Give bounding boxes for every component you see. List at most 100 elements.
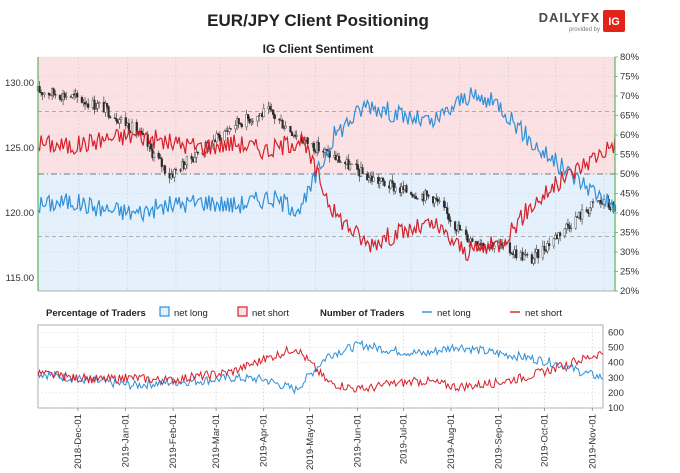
candle-body bbox=[163, 165, 167, 174]
percent-tick-label: 45% bbox=[620, 189, 640, 200]
candle-body bbox=[377, 177, 380, 184]
candle-body bbox=[152, 152, 156, 158]
candle-body bbox=[433, 197, 436, 204]
candle-body bbox=[193, 157, 196, 163]
candle-body bbox=[247, 114, 250, 120]
candle-body bbox=[43, 92, 46, 95]
candle-body bbox=[65, 96, 68, 98]
candle-body bbox=[559, 232, 562, 237]
candle-body bbox=[234, 125, 237, 130]
candle-body bbox=[410, 192, 413, 195]
candle-body bbox=[427, 194, 430, 197]
sentiment-panel: 115.00 120.00 125.00 130.00 20% 25% 30% 35% 40%… bbox=[5, 42, 640, 297]
dailyfx-logo: DAILYFX provided by IG bbox=[539, 10, 625, 33]
candle-body bbox=[109, 116, 112, 119]
candle-body bbox=[508, 242, 512, 253]
candle-body bbox=[566, 223, 570, 226]
date-tick-label: 2019-Jul-01 bbox=[398, 414, 409, 464]
price-tick-label: 130.00 bbox=[5, 78, 34, 89]
candle-body bbox=[278, 118, 281, 121]
percent-tick-label: 75% bbox=[620, 72, 640, 83]
candle-body bbox=[460, 229, 463, 231]
candle-body bbox=[367, 177, 370, 181]
percent-tick-label: 60% bbox=[620, 130, 640, 141]
candle-body bbox=[93, 99, 96, 110]
candle-body bbox=[295, 135, 298, 137]
legend-pct-long: net long bbox=[174, 308, 208, 319]
candle-body bbox=[268, 106, 272, 110]
percent-tick-label: 55% bbox=[620, 150, 640, 161]
candle-body bbox=[541, 245, 544, 259]
candle-body bbox=[533, 251, 537, 260]
candle-body bbox=[80, 96, 84, 103]
candle-body bbox=[195, 151, 198, 158]
price-tick-label: 120.00 bbox=[5, 208, 34, 219]
candle-body bbox=[482, 242, 485, 246]
date-tick-label: 2019-Mar-01 bbox=[211, 414, 222, 468]
candle-body bbox=[273, 114, 276, 120]
count-axis-ticks: 100 200 300 400 500 600 bbox=[608, 328, 624, 414]
reference-lines bbox=[38, 111, 615, 237]
candle-body bbox=[71, 94, 74, 98]
logo-tagline: provided by bbox=[569, 27, 600, 33]
count-tick-label: 300 bbox=[608, 373, 624, 384]
candle-body bbox=[283, 127, 286, 130]
candle-body bbox=[468, 241, 471, 243]
candle-body bbox=[446, 207, 449, 214]
candle-body bbox=[98, 102, 101, 104]
candle-body bbox=[306, 137, 309, 145]
candle-body bbox=[392, 183, 396, 192]
candle-body bbox=[565, 223, 568, 229]
count-tick-label: 200 bbox=[608, 388, 624, 399]
candle-body bbox=[251, 120, 254, 123]
candle-body bbox=[141, 133, 145, 135]
percent-tick-label: 30% bbox=[620, 247, 640, 258]
candle-body bbox=[339, 161, 342, 164]
net-short-count-line bbox=[37, 345, 604, 393]
date-tick-label: 2018-Dec-01 bbox=[73, 414, 84, 469]
percent-axis-ticks: 20% 25% 30% 35% 40% 45% 50% 55% 60% 65% 70% 75% 80% bbox=[615, 52, 640, 297]
candle-body bbox=[436, 199, 439, 203]
date-tick-label: 2019-Jun-01 bbox=[352, 414, 363, 467]
candle-body bbox=[378, 180, 381, 184]
sentiment-lines bbox=[37, 87, 616, 262]
price-candles bbox=[36, 80, 617, 266]
chart-subtitle: IG Client Sentiment bbox=[263, 42, 374, 56]
candle-body bbox=[447, 213, 450, 221]
candle-body bbox=[105, 103, 109, 107]
candle-body bbox=[394, 187, 397, 192]
candle-body bbox=[290, 131, 294, 137]
candle-body bbox=[83, 102, 87, 105]
candle-body bbox=[256, 115, 259, 122]
ig-badge-box bbox=[603, 10, 625, 32]
candle-body bbox=[240, 123, 243, 128]
candle-body bbox=[229, 128, 232, 130]
legend-num-long: net long bbox=[437, 308, 471, 319]
candle-body bbox=[591, 201, 595, 203]
candle-body bbox=[130, 121, 134, 133]
candle-body bbox=[49, 94, 52, 97]
candle-body bbox=[237, 118, 240, 124]
candle-body bbox=[466, 234, 469, 243]
candle-body bbox=[54, 94, 57, 96]
candle-body bbox=[590, 201, 593, 209]
candle-body bbox=[405, 185, 408, 193]
candle-body bbox=[552, 238, 555, 247]
candle-body bbox=[174, 169, 178, 171]
candle-body bbox=[217, 133, 220, 136]
logo-brand: DAILYFX bbox=[539, 10, 600, 25]
candle-body bbox=[442, 200, 446, 208]
candle-body bbox=[76, 93, 79, 98]
candle-body bbox=[160, 158, 163, 168]
candle-body bbox=[248, 118, 251, 124]
candle-body bbox=[257, 115, 261, 117]
candle-body bbox=[173, 169, 176, 178]
candle-body bbox=[425, 190, 428, 196]
percent-tick-label: 20% bbox=[620, 286, 640, 297]
date-tick-label: 2019-Feb-01 bbox=[168, 414, 179, 468]
candle-body bbox=[63, 93, 66, 98]
candle-body bbox=[250, 121, 253, 124]
candle-body bbox=[281, 119, 284, 129]
date-tick-label: 2019-Aug-01 bbox=[446, 414, 457, 469]
candle-body bbox=[574, 216, 577, 229]
